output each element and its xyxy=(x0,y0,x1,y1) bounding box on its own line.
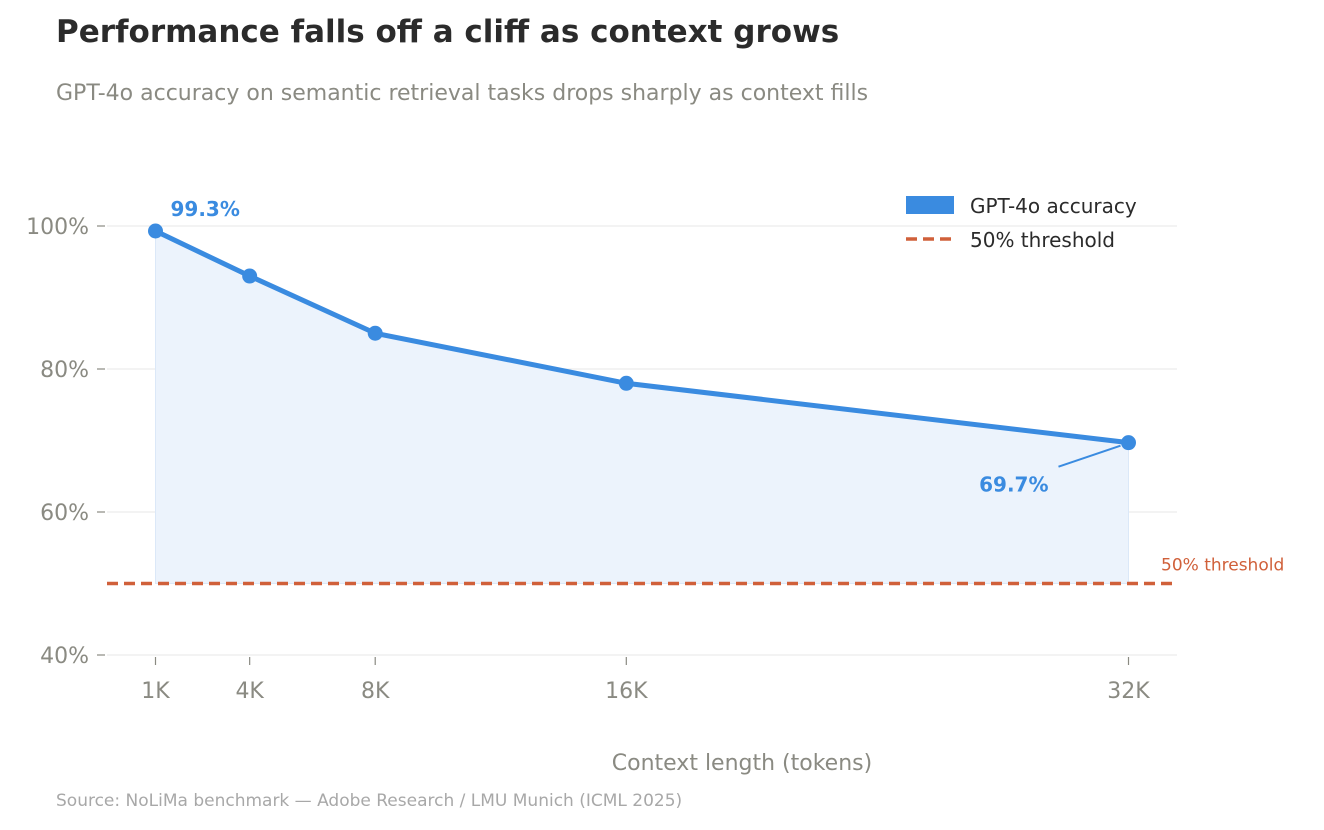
data-point-4K xyxy=(242,268,258,284)
annotation-leader-line xyxy=(1058,444,1121,468)
y-tick-label-60: 60% xyxy=(40,501,89,526)
legend-label-series: GPT-4o accuracy xyxy=(970,194,1137,218)
y-tick-label-80: 80% xyxy=(40,358,89,383)
area-fill-group xyxy=(155,230,1129,584)
threshold-group: 50% threshold xyxy=(107,556,1284,586)
data-label-first: 99.3% xyxy=(171,197,240,221)
y-tick-label-40: 40% xyxy=(40,644,89,669)
x-tick-label-32K: 32K xyxy=(1107,679,1150,704)
data-point-32K xyxy=(1121,435,1136,451)
x-tick-label-16K: 16K xyxy=(605,679,648,704)
source-note: Source: NoLiMa benchmark — Adobe Researc… xyxy=(56,791,683,811)
data-point-16K xyxy=(618,375,634,391)
data-point-8K xyxy=(367,325,383,341)
area-fill xyxy=(155,230,1129,584)
threshold-label: 50% threshold xyxy=(1161,556,1284,576)
data-point-1K xyxy=(148,223,163,239)
x-axis-label: Context length (tokens) xyxy=(612,751,872,776)
x-tick-label-1K: 1K xyxy=(141,679,170,704)
y-tick-label-100: 100% xyxy=(26,215,89,240)
chart-subtitle: GPT-4o accuracy on semantic retrieval ta… xyxy=(56,81,869,106)
data-points xyxy=(148,223,1136,451)
data-labels: 99.3% 69.7% xyxy=(171,197,1121,497)
legend-swatch-series xyxy=(906,196,954,214)
data-label-last: 69.7% xyxy=(979,473,1048,497)
legend-label-threshold: 50% threshold xyxy=(970,228,1115,252)
chart-title: Performance falls off a cliff as context… xyxy=(56,14,840,50)
axes: 40% 60% 80% 100% 1K 4K 8K 16K 32K Context length … xyxy=(26,215,1150,776)
x-tick-label-4K: 4K xyxy=(235,679,264,704)
legend: GPT-4o accuracy 50% threshold xyxy=(906,194,1137,252)
x-tick-label-8K: 8K xyxy=(361,679,390,704)
